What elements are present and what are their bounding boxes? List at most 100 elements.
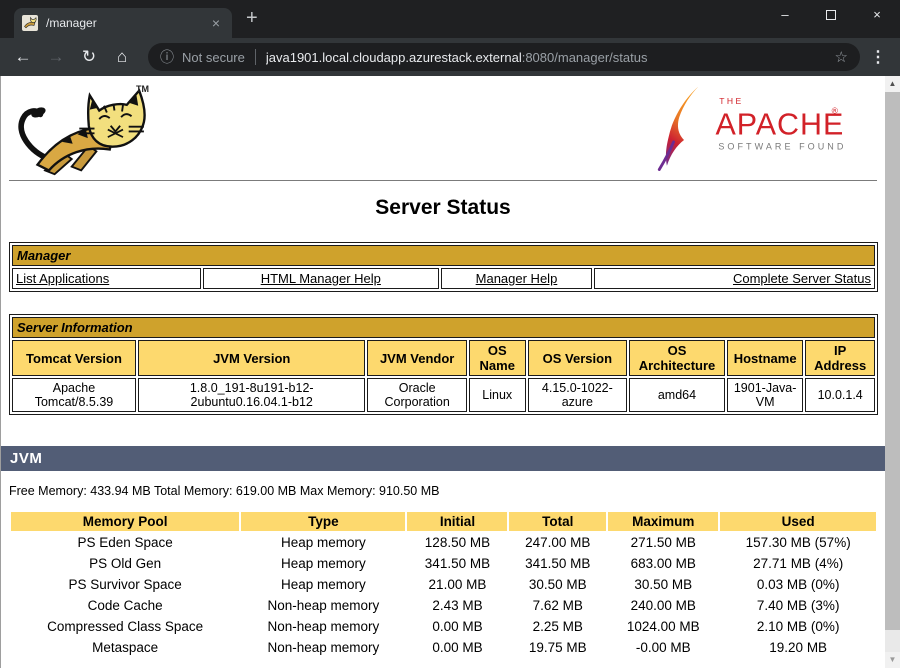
tomcat-logo [9, 82, 161, 184]
table-cell: 341.50 MB [525, 556, 591, 571]
table-cell: 2.25 MB [532, 619, 583, 634]
table-cell: 7.40 MB (3%) [756, 598, 840, 613]
table-cell: 2.43 MB [432, 598, 483, 613]
browser-toolbar: ← → ↻ ⌂ ⓘ Not secure java1901.local.clou… [0, 38, 900, 76]
table-row: PS Eden Space Heap memory 128.50 MB 247.00 … [11, 533, 876, 552]
page-title: Server Status [375, 196, 511, 219]
table-cell: 4.15.0-1022-azure [527, 378, 628, 412]
link-list-applications[interactable]: List Applications [16, 271, 110, 286]
bookmark-star-icon[interactable]: ☆ [834, 49, 848, 66]
address-bar[interactable]: ⓘ Not secure java1901.local.cloudapp.azu… [148, 43, 860, 71]
server-information-table: Server Information Tomcat Version JVM Ve… [9, 314, 878, 415]
memory-pool-columns: Memory Pool Type Initial Total Maximum U… [11, 512, 876, 531]
table-cell: 0.00 MB [432, 619, 483, 634]
minimize-button[interactable]: – [781, 7, 789, 22]
table-cell: Code Cache [87, 598, 163, 613]
table-cell: 10.0.1.4 [805, 378, 875, 412]
tab-close-icon[interactable]: × [211, 15, 220, 31]
column-header: Used [720, 512, 876, 531]
column-header: Memory Pool [11, 512, 240, 531]
table-cell: 1024.00 MB [626, 619, 700, 634]
manager-header: Manager [12, 245, 875, 266]
table-row: Compressed Class Space Non-heap memory 0.0… [11, 617, 876, 636]
table-row: Metaspace Non-heap memory 0.00 MB 19.75 MB -… [11, 638, 876, 657]
table-cell: 240.00 MB [630, 598, 696, 613]
manager-table: Manager List Applications HTML Manager H… [9, 242, 878, 292]
jvm-section-header: JVM [1, 446, 885, 471]
header-divider [9, 180, 877, 181]
table-cell: 1.8.0_191-8u191-b12-2ubuntu0.16.04.1-b12 [137, 378, 366, 412]
column-header: JVM Vendor [367, 340, 467, 376]
column-header: Hostname [726, 340, 804, 376]
reload-icon[interactable]: ↻ [81, 47, 97, 66]
column-header: Total [509, 512, 607, 531]
table-cell: 683.00 MB [630, 556, 696, 571]
column-header: OS Architecture [629, 340, 725, 376]
url-path: :8080/manager/status [521, 49, 648, 65]
memory-pool-table: Memory Pool Type Initial Total Maximum U… [9, 510, 878, 659]
table-cell: 19.20 MB [769, 640, 828, 655]
vertical-scrollbar[interactable]: ▲ ▼ [885, 76, 900, 668]
home-icon[interactable]: ⌂ [116, 47, 128, 66]
table-cell: Metaspace [92, 640, 159, 655]
column-header: Initial [407, 512, 508, 531]
browser-menu-icon[interactable]: ⋮ [870, 49, 886, 66]
table-row: Apache Tomcat/8.5.39 1.8.0_191-8u191-b12-… [12, 378, 875, 412]
column-header: IP Address [805, 340, 875, 376]
table-row: Code Cache Non-heap memory 2.43 MB 7.62 MB 2… [11, 596, 876, 615]
security-label: Not secure [182, 49, 245, 65]
column-header: JVM Version [137, 340, 366, 376]
column-header: OS Name [468, 340, 526, 376]
scroll-up-icon[interactable]: ▲ [885, 76, 900, 92]
link-html-manager-help[interactable]: HTML Manager Help [260, 271, 381, 286]
table-cell: 128.50 MB [424, 535, 491, 550]
link-complete-server-status[interactable]: Complete Server Status [732, 271, 871, 286]
apache-reg: ® [832, 105, 839, 115]
column-header: Tomcat Version [12, 340, 136, 376]
scroll-down-icon[interactable]: ▼ [885, 652, 900, 668]
table-cell: amd64 [629, 378, 725, 412]
link-manager-help[interactable]: Manager Help [475, 271, 558, 286]
tab-strip: /manager × + – × [0, 0, 900, 38]
server-information-header: Server Information [12, 317, 875, 338]
tomcat-favicon-icon [22, 15, 38, 31]
table-cell: 1901-Java-VM [726, 378, 804, 412]
back-icon[interactable]: ← [14, 47, 32, 66]
table-cell: 0.03 MB (0%) [756, 577, 840, 592]
maximize-icon [826, 10, 836, 20]
table-row: PS Survivor Space Heap memory 21.00 MB 30.5… [11, 575, 876, 594]
maximize-button[interactable] [808, 0, 854, 32]
scrollbar-thumb[interactable] [885, 92, 900, 630]
table-cell: Oracle Corporation [367, 378, 467, 412]
logo-row: TM THE [1, 76, 885, 180]
table-cell: 30.50 MB [634, 577, 693, 592]
table-cell: Linux [468, 378, 526, 412]
table-cell: 271.50 MB [630, 535, 696, 550]
table-cell: 30.50 MB [528, 577, 587, 592]
info-icon[interactable]: ⓘ [160, 49, 174, 65]
table-cell: Compressed Class Space [47, 619, 204, 634]
table-cell: PS Eden Space [77, 535, 173, 550]
tomcat-trademark: TM [136, 84, 149, 94]
table-cell: Heap memory [280, 577, 366, 592]
tab-title: /manager [46, 16, 97, 30]
table-cell: 27.71 MB (4%) [753, 556, 844, 571]
table-cell: Apache Tomcat/8.5.39 [12, 378, 136, 412]
table-cell: 19.75 MB [528, 640, 587, 655]
table-cell: Heap memory [280, 556, 366, 571]
apache-the: THE [719, 96, 743, 106]
table-cell: 7.62 MB [532, 598, 583, 613]
table-cell: -0.00 MB [635, 640, 691, 655]
table-cell: 341.50 MB [424, 556, 491, 571]
url-text: java1901.local.cloudapp.azurestack.exter… [266, 50, 648, 65]
column-header: OS Version [527, 340, 628, 376]
page-content: TM THE [1, 76, 885, 668]
table-cell: 2.10 MB (0%) [756, 619, 840, 634]
new-tab-button[interactable]: + [246, 7, 258, 29]
close-window-button[interactable]: × [873, 7, 881, 22]
table-cell: 0.00 MB [432, 640, 483, 655]
table-cell: 247.00 MB [525, 535, 591, 550]
forward-icon[interactable]: → [47, 47, 65, 66]
tab-manager[interactable]: /manager × [14, 8, 232, 38]
